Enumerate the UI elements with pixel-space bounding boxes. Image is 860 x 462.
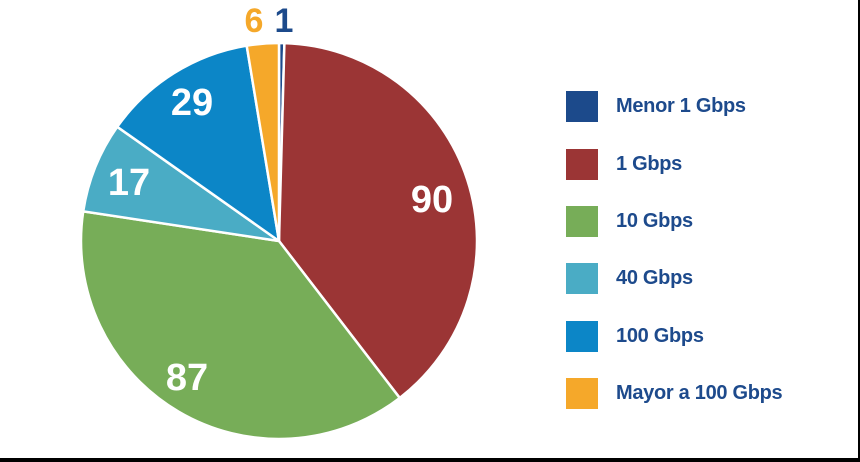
legend-swatch — [566, 205, 598, 237]
legend-item-100-gbps: 100 Gbps — [566, 308, 782, 365]
pie-slice-mayor-a-100-gbps — [245, 41, 281, 242]
legend-item-10-gbps: 10 Gbps — [566, 193, 782, 250]
legend-label: 40 Gbps — [616, 267, 693, 290]
data-label: 90 — [411, 179, 453, 221]
legend-item-mayor-100-gbps: Mayor a 100 Gbps — [566, 365, 783, 422]
data-label: 6 — [245, 2, 264, 40]
legend-label: 1 Gbps — [616, 152, 682, 175]
data-label: 29 — [171, 82, 213, 124]
legend-swatch — [566, 320, 598, 352]
data-label: 17 — [108, 162, 150, 204]
data-label: 87 — [166, 357, 208, 399]
pie-slice-1-gbps — [277, 41, 479, 400]
legend-item-1-gbps: 1 Gbps — [566, 135, 782, 192]
legend-label: 10 Gbps — [616, 209, 693, 232]
legend-label: 100 Gbps — [616, 324, 704, 347]
pie-slice-100-gbps — [115, 44, 281, 244]
legend-swatch — [566, 148, 598, 180]
legend-swatch — [566, 378, 598, 410]
legend-item-menor-1-gbps: Menor 1 Gbps — [566, 78, 782, 135]
data-label: 1 — [275, 2, 294, 40]
legend-label: Menor 1 Gbps — [616, 95, 746, 118]
legend-swatch — [566, 91, 598, 123]
pie-slice-10-gbps — [79, 209, 402, 441]
pie-chart: 1 90 87 17 29 6 — [79, 2, 479, 441]
legend: Menor 1 Gbps 1 Gbps 10 Gbps 40 Gbps 100 … — [566, 78, 783, 422]
legend-label: Mayor a 100 Gbps — [616, 382, 783, 405]
legend-swatch — [566, 263, 598, 295]
legend-item-40-gbps: 40 Gbps — [566, 250, 782, 307]
